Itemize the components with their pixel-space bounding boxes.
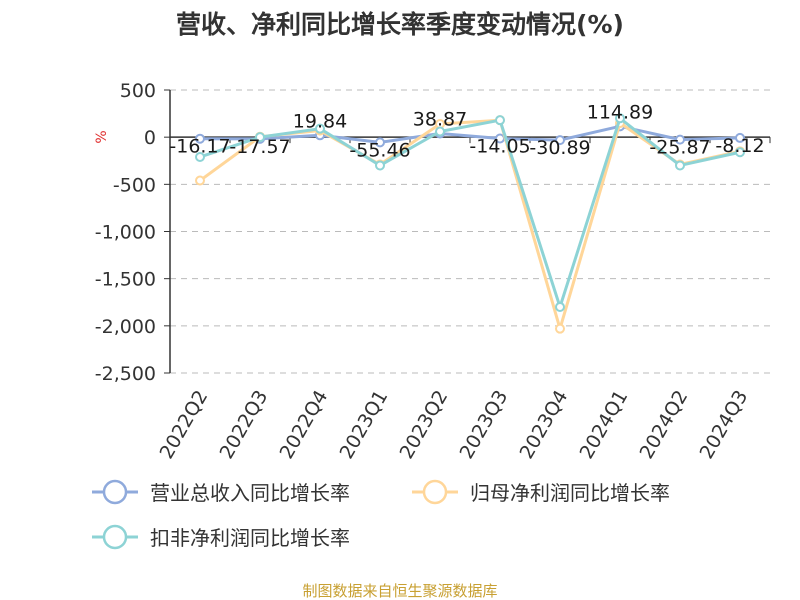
x-tick-label: 2022Q3 xyxy=(216,387,273,463)
y-tick-label: 500 xyxy=(120,80,156,102)
data-label: -30.89 xyxy=(529,137,590,159)
data-point-deducted_profit xyxy=(555,301,565,312)
x-tick-label: 2024Q3 xyxy=(696,387,753,463)
grid-lines xyxy=(170,89,770,374)
legend-marker-icon xyxy=(422,479,448,505)
data-point-net_profit xyxy=(555,323,565,334)
data-label: -14.05 xyxy=(469,135,530,157)
series-layer xyxy=(195,113,745,334)
x-tick-label: 2023Q3 xyxy=(456,387,513,463)
data-point-revenue xyxy=(735,132,745,143)
data-label: -25.87 xyxy=(649,137,710,159)
legend-item-net_profit[interactable]: 归母净利润同比增长率 xyxy=(412,479,670,505)
data-point-deducted_profit xyxy=(315,123,325,134)
legend-label: 归母净利润同比增长率 xyxy=(470,481,670,505)
legend-marker-icon xyxy=(102,479,128,505)
y-tick-label: -2,500 xyxy=(95,363,156,385)
series-line-deducted_profit xyxy=(199,116,741,309)
data-point-deducted_profit xyxy=(435,126,445,137)
x-tick-label: 2023Q4 xyxy=(516,387,573,463)
y-tick-label: -2,000 xyxy=(95,316,156,338)
data-point-deducted_profit xyxy=(735,147,745,158)
data-point-revenue xyxy=(375,137,385,148)
y-tick-label: 0 xyxy=(144,127,156,149)
data-point-deducted_profit xyxy=(375,160,385,171)
legend-label: 扣非净利润同比增长率 xyxy=(150,526,350,550)
data-label: -8.12 xyxy=(715,135,764,157)
chart-title: 营收、净利同比增长率季度变动情况(%) xyxy=(176,10,624,39)
data-point-deducted_profit xyxy=(255,132,265,143)
data-label: 114.89 xyxy=(587,101,653,123)
data-point-deducted_profit xyxy=(675,160,685,171)
y-axis-unit: % xyxy=(94,130,110,143)
data-point-revenue xyxy=(555,135,565,146)
y-tick-label: -1,000 xyxy=(95,222,156,244)
data-labels: -16.17-17.5719.84-55.4638.87-14.05-30.89… xyxy=(169,101,764,161)
x-tick-label: 2022Q2 xyxy=(156,387,213,463)
data-point-revenue xyxy=(675,134,685,145)
y-tick-label: -1,500 xyxy=(95,269,156,291)
x-tick-label: 2023Q1 xyxy=(336,387,393,463)
data-point-deducted_profit xyxy=(195,151,205,162)
data-point-net_profit xyxy=(195,175,205,186)
legend-label: 营业总收入同比增长率 xyxy=(150,481,350,505)
series-line-revenue xyxy=(199,124,741,144)
x-tick-label: 2024Q2 xyxy=(636,387,693,463)
x-tick-label: 2022Q4 xyxy=(276,387,333,463)
data-point-revenue xyxy=(195,133,205,144)
legend-item-revenue[interactable]: 营业总收入同比增长率 xyxy=(92,479,350,505)
data-label: 38.87 xyxy=(413,108,467,130)
source-note: 制图数据来自恒生聚源数据库 xyxy=(302,582,497,600)
x-tick-label: 2024Q1 xyxy=(576,387,633,463)
legend-marker-icon xyxy=(102,524,128,550)
data-label: -16.17 xyxy=(169,136,230,158)
x-tick-label: 2023Q2 xyxy=(396,387,453,463)
data-label: -17.57 xyxy=(229,136,290,158)
data-label: 19.84 xyxy=(293,110,347,132)
legend-item-deducted_profit[interactable]: 扣非净利润同比增长率 xyxy=(92,524,350,550)
data-point-deducted_profit xyxy=(495,115,505,126)
data-point-deducted_profit xyxy=(615,113,625,124)
y-tick-label: -500 xyxy=(113,174,156,196)
data-label: -55.46 xyxy=(349,139,410,161)
